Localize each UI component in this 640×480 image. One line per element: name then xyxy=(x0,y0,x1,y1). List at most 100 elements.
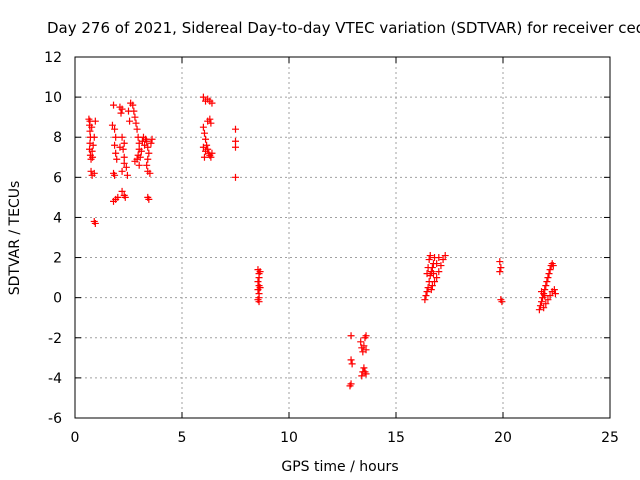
data-point xyxy=(255,274,263,282)
data-point xyxy=(89,141,97,149)
data-point xyxy=(423,270,431,278)
data-point xyxy=(428,282,436,290)
data-point xyxy=(421,296,429,304)
data-point xyxy=(496,258,504,266)
data-point xyxy=(120,159,128,167)
data-point xyxy=(551,290,559,298)
data-point xyxy=(112,149,120,157)
data-point xyxy=(137,147,145,155)
data-point xyxy=(118,133,126,141)
data-point xyxy=(347,332,355,340)
data-point xyxy=(208,149,216,157)
data-point xyxy=(346,382,354,390)
data-point xyxy=(121,193,129,201)
data-point xyxy=(254,278,262,286)
data-point xyxy=(89,153,97,161)
data-point xyxy=(424,264,432,272)
data-point xyxy=(202,135,210,143)
data-point xyxy=(199,123,207,131)
data-point xyxy=(538,288,546,296)
data-point xyxy=(136,153,144,161)
x-tick-label: 20 xyxy=(494,430,512,446)
data-point xyxy=(358,372,366,380)
y-tick-label: 12 xyxy=(44,50,62,66)
y-tick-label: -6 xyxy=(48,411,62,427)
axis-ticks xyxy=(74,56,611,419)
data-point xyxy=(88,123,96,131)
data-point xyxy=(441,252,449,260)
data-point xyxy=(110,101,118,109)
data-point xyxy=(435,268,443,276)
data-point xyxy=(90,133,98,141)
data-point xyxy=(147,139,155,147)
data-point xyxy=(118,167,126,175)
data-point xyxy=(131,113,139,121)
data-point xyxy=(208,99,216,107)
y-axis-label: SDTVAR / TECUs xyxy=(7,181,23,296)
data-point xyxy=(542,282,550,290)
data-point xyxy=(422,292,430,300)
data-point xyxy=(357,338,365,346)
data-point xyxy=(199,143,207,151)
tick-labels: 0 5 10 15 20 25 -6 -4 -2 0 2 4 6 8 10 12 xyxy=(44,50,619,446)
data-point xyxy=(439,256,447,264)
data-point xyxy=(91,219,99,227)
data-point xyxy=(359,368,367,376)
data-point xyxy=(360,342,368,350)
data-point xyxy=(120,139,128,147)
y-tick-label: 0 xyxy=(53,291,62,307)
data-point xyxy=(114,193,122,201)
data-point xyxy=(232,137,239,145)
data-point xyxy=(433,260,441,268)
data-point xyxy=(120,153,128,161)
data-point xyxy=(146,169,154,177)
grid-lines xyxy=(75,57,610,418)
data-point xyxy=(111,171,119,179)
data-point xyxy=(143,161,151,169)
data-point xyxy=(255,298,263,306)
data-point xyxy=(427,286,435,294)
x-axis-label: GPS time / hours xyxy=(281,459,398,475)
data-point xyxy=(111,141,119,149)
data-point xyxy=(362,332,370,340)
data-point xyxy=(535,306,543,314)
x-tick-label: 10 xyxy=(280,430,298,446)
y-tick-label: 4 xyxy=(53,210,62,226)
data-point xyxy=(117,109,125,117)
y-tick-label: -2 xyxy=(48,331,62,347)
data-point xyxy=(538,298,546,306)
plot-border xyxy=(74,56,611,419)
data-point xyxy=(145,195,153,203)
data-point xyxy=(232,125,239,133)
y-tick-label: 8 xyxy=(53,130,62,146)
data-point xyxy=(206,115,214,123)
data-point xyxy=(88,147,96,155)
x-tick-label: 15 xyxy=(387,430,405,446)
data-point xyxy=(431,278,439,286)
data-point xyxy=(86,127,94,135)
data-point xyxy=(543,278,551,286)
data-point xyxy=(202,147,210,155)
chart-title: Day 276 of 2021, Sidereal Day-to-day VTE… xyxy=(47,19,640,37)
data-point xyxy=(116,143,124,151)
data-point xyxy=(544,274,552,282)
data-point xyxy=(131,157,139,165)
data-point xyxy=(108,121,116,129)
data-point xyxy=(143,137,151,145)
data-point xyxy=(232,173,239,181)
data-point xyxy=(429,270,437,278)
data-point xyxy=(347,356,355,364)
data-point xyxy=(145,149,153,157)
data-point xyxy=(541,292,549,300)
data-point xyxy=(256,284,264,292)
y-tick-label: 6 xyxy=(53,170,62,186)
data-point xyxy=(133,125,141,133)
data-point xyxy=(118,105,126,113)
data-point xyxy=(86,117,94,125)
data-point xyxy=(135,161,143,169)
x-tick-label: 25 xyxy=(601,430,619,446)
x-tick-label: 5 xyxy=(178,430,187,446)
data-points xyxy=(85,93,559,390)
